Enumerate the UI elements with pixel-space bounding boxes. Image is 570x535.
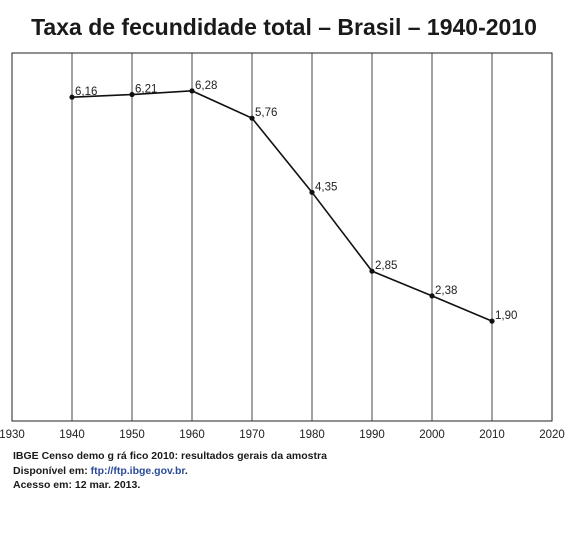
grid-lines [71, 53, 493, 421]
x-tick-label-1970: 1970 [239, 429, 265, 441]
access-date: Acesso em: 12 mar. 2013. [13, 479, 141, 491]
x-tick-label-2000: 2000 [419, 429, 445, 441]
source-link[interactable]: ftp://ftp.ibge.gov.br [90, 464, 185, 477]
availability-period: . [184, 464, 188, 477]
data-labels: 6,16 6,21 6,28 5,76 4,35 2,85 2,38 1,90 [75, 80, 517, 322]
x-tick-label-2020: 2020 [539, 429, 565, 441]
data-point-2010 [489, 318, 495, 324]
source-citation: IBGE Censo demo g rá fico 2010: resultad… [13, 450, 327, 462]
data-point-2000 [429, 293, 435, 299]
line-chart: Taxa de fecundidade total – Brasil – 194… [0, 14, 565, 441]
data-label-2010: 1,90 [495, 310, 517, 322]
data-point-1950 [129, 91, 135, 98]
data-point-1990 [369, 268, 375, 274]
data-point-1980 [309, 189, 315, 195]
data-label-2000: 2,38 [435, 285, 457, 297]
x-tick-label-1950: 1950 [119, 429, 145, 441]
source-availability: Disponível em: ftp://ftp.ibge.gov.br. [13, 464, 327, 479]
chart-title: Taxa de fecundidade total – Brasil – 194… [31, 14, 537, 40]
x-tick-label-1940: 1940 [59, 429, 85, 441]
x-tick-label-1960: 1960 [179, 429, 205, 441]
data-point-1960 [189, 88, 195, 94]
x-tick-label-1990: 1990 [359, 429, 385, 441]
data-label-1960: 6,28 [195, 80, 217, 92]
data-label-1950: 6,21 [135, 84, 157, 96]
data-label-1980: 4,35 [315, 181, 337, 193]
data-points [69, 88, 495, 324]
source-note: IBGE Censo demo g rá fico 2010: resultad… [13, 449, 327, 493]
availability-label: Disponível em: [13, 464, 91, 477]
data-label-1990: 2,85 [375, 260, 397, 272]
x-tick-label-1980: 1980 [299, 429, 325, 441]
data-point-1940 [69, 94, 75, 100]
x-tick-label-2010: 2010 [479, 429, 505, 441]
plot-frame [11, 52, 553, 422]
data-label-1940: 6,16 [75, 86, 97, 98]
x-axis-ticks: 1930 1940 1950 1960 1970 1980 1990 2000 2010 2020 [0, 429, 565, 441]
series-line [71, 90, 493, 322]
data-label-1970: 5,76 [255, 107, 277, 119]
x-tick-label-1930: 1930 [0, 429, 25, 441]
data-point-1970 [249, 115, 255, 121]
